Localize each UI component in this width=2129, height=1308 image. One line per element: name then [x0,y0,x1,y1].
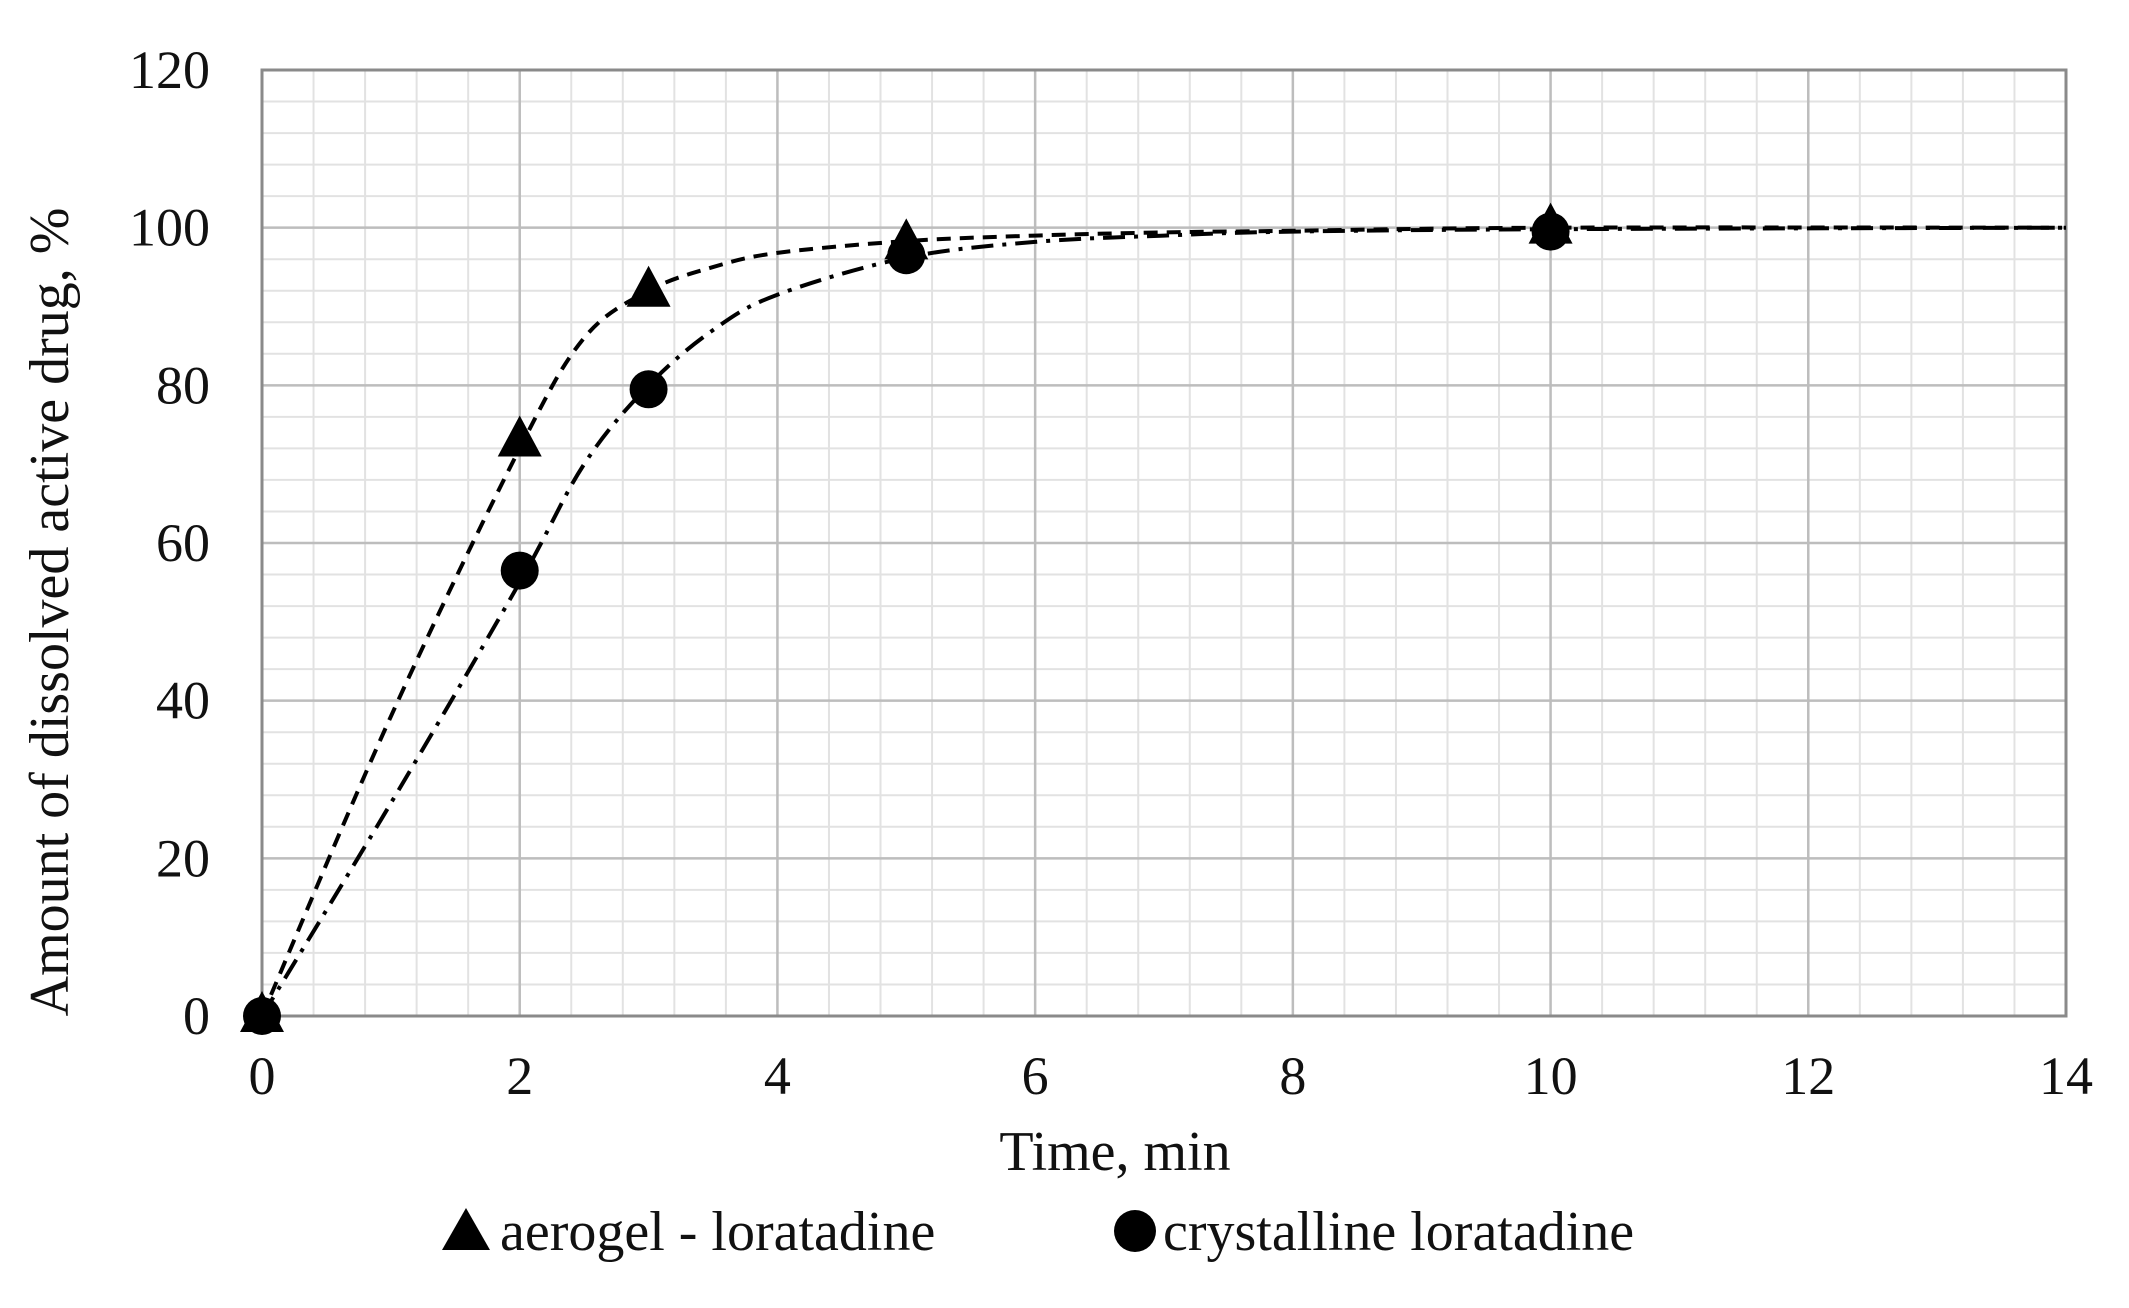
x-tick-label: 2 [506,1046,533,1106]
y-tick-label: 40 [156,671,210,731]
y-tick-label: 60 [156,513,210,573]
y-tick-label: 0 [183,986,210,1046]
data-point-crystalline [629,370,668,409]
data-point-crystalline [243,997,281,1035]
circle-marker-icon [1114,1210,1156,1252]
data-point-aerogel [626,265,671,307]
legend: aerogel - loratadine crystalline loratad… [442,1201,1634,1263]
x-tick-label: 6 [1022,1046,1049,1106]
x-tick-label: 14 [2039,1046,2093,1106]
data-point-crystalline [500,551,539,590]
legend-label-aerogel: aerogel - loratadine [500,1201,935,1263]
x-tick-label: 4 [764,1046,791,1106]
fit-curve-aerogel [260,225,2067,1017]
x-axis-label: Time, min [999,1121,1230,1183]
x-tick-label: 0 [249,1046,276,1106]
y-tick-label: 80 [156,355,210,415]
fitted-curves [260,225,2067,1018]
plot-area-frame [260,68,2068,1018]
y-axis-ticks: 0 20 40 60 80 100 120 [129,40,210,1046]
x-tick-label: 10 [1524,1046,1578,1106]
fit-curve-crystalline [260,225,2067,1018]
y-tick-label: 100 [129,198,210,258]
x-tick-label: 8 [1279,1046,1306,1106]
data-point-crystalline [887,236,926,275]
major-gridlines [260,68,2068,1018]
data-markers [240,202,1573,1035]
legend-item-crystalline-loratadine: crystalline loratadine [1114,1201,1634,1263]
data-point-crystalline [1531,212,1570,251]
y-axis-label: Amount of dissolved active drug, % [19,208,81,1017]
y-tick-label: 120 [129,40,210,100]
x-axis-ticks: 0 2 4 6 8 10 12 14 [249,1046,2094,1106]
data-point-aerogel [497,415,542,457]
legend-label-crystalline: crystalline loratadine [1163,1201,1634,1263]
triangle-marker-icon [442,1208,490,1250]
legend-item-aerogel-loratadine: aerogel - loratadine [442,1201,935,1263]
x-tick-label: 12 [1781,1046,1835,1106]
y-tick-label: 20 [156,828,210,888]
